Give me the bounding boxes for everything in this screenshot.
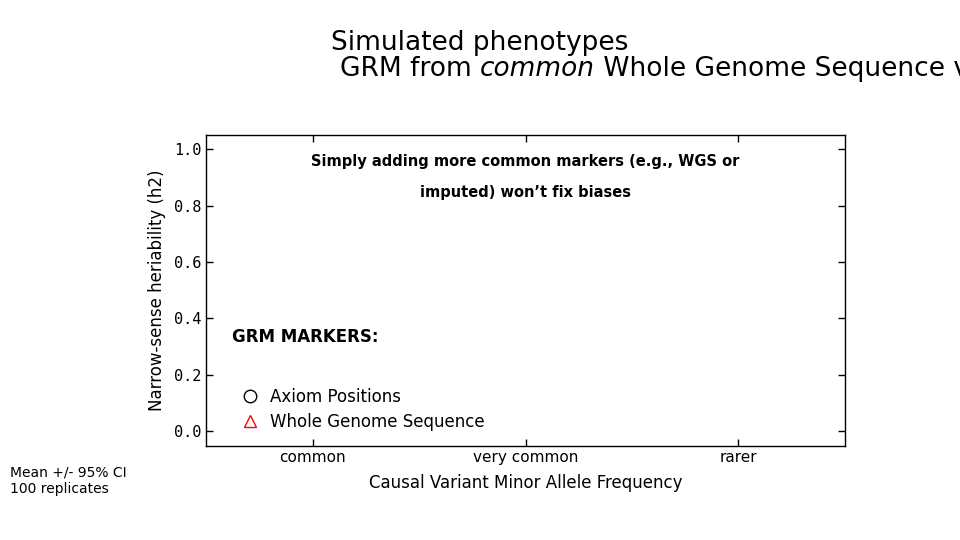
Text: Whole Genome Sequence variants: Whole Genome Sequence variants [595,56,960,82]
Text: imputed) won’t fix biases: imputed) won’t fix biases [420,185,631,200]
Text: common: common [480,56,595,82]
Text: Mean +/- 95% CI: Mean +/- 95% CI [10,465,127,479]
Text: GRM MARKERS:: GRM MARKERS: [232,327,378,346]
X-axis label: Causal Variant Minor Allele Frequency: Causal Variant Minor Allele Frequency [369,474,683,492]
Legend: Axiom Positions, Whole Genome Sequence: Axiom Positions, Whole Genome Sequence [240,388,485,431]
Text: GRM from: GRM from [340,56,480,82]
Y-axis label: Narrow-sense heriability (h2): Narrow-sense heriability (h2) [148,170,166,411]
Text: Simulated phenotypes: Simulated phenotypes [331,30,629,56]
Text: Simply adding more common markers (e.g., WGS or: Simply adding more common markers (e.g.,… [311,153,740,168]
Text: 100 replicates: 100 replicates [10,482,108,496]
